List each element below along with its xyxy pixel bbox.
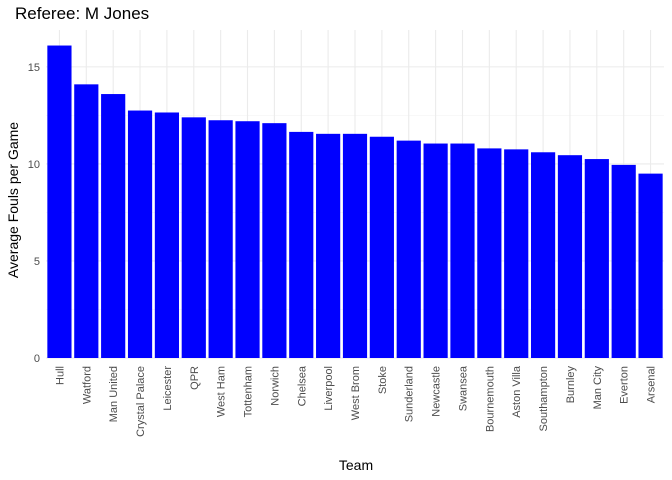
x-tick-label: Stoke: [377, 366, 389, 394]
x-tick-label: Liverpool: [323, 366, 335, 411]
bar: [127, 110, 153, 359]
bar: [74, 84, 99, 358]
x-tick-label: Crystal Palace: [135, 366, 147, 437]
bar: [208, 120, 233, 358]
x-tick-label: Southampton: [538, 366, 550, 431]
y-axis-title: Average Fouls per Game: [5, 122, 21, 278]
x-axis-title: Team: [339, 457, 373, 473]
bars: [47, 45, 663, 359]
bar: [504, 149, 529, 358]
x-tick-label: Aston Villa: [511, 365, 523, 418]
x-tick-label: Tottenham: [243, 366, 255, 417]
y-tick-label: 10: [28, 159, 40, 171]
x-axis-ticks: Hull Watford Man United Crystal Palace Leice…: [54, 365, 657, 437]
y-tick-label: 0: [34, 353, 40, 365]
bar: [289, 131, 314, 358]
x-tick-label: Bournemouth: [484, 366, 496, 432]
bar: [584, 159, 609, 358]
x-tick-label: West Brom: [350, 366, 362, 420]
x-tick-label: West Ham: [216, 366, 228, 417]
y-axis-ticks: 0 5 10 15: [28, 62, 40, 365]
bar: [235, 121, 260, 358]
x-tick-label: Leicester: [162, 366, 174, 411]
x-tick-label: Sunderland: [404, 366, 416, 422]
x-tick-label: Swansea: [457, 365, 469, 411]
x-tick-label: QPR: [189, 366, 201, 390]
bar: [101, 94, 126, 359]
bar: [369, 136, 394, 358]
bar: [181, 117, 206, 358]
bar: [477, 148, 502, 358]
bar: [423, 143, 448, 358]
bar: [154, 112, 180, 359]
y-tick-label: 5: [34, 256, 40, 268]
bar: [611, 164, 636, 358]
bar: [47, 45, 72, 359]
x-tick-label: Hull: [54, 366, 66, 385]
bar: [638, 173, 663, 358]
bar: [316, 133, 341, 358]
bar: [396, 140, 421, 358]
x-tick-label: Chelsea: [296, 365, 308, 406]
x-tick-label: Newcastle: [431, 366, 443, 417]
bar: [342, 133, 368, 358]
x-tick-label: Man City: [592, 366, 604, 410]
bar: [557, 155, 583, 358]
x-tick-label: Everton: [619, 366, 631, 404]
bar: [262, 123, 287, 358]
x-tick-label: Burnley: [565, 366, 577, 404]
x-tick-label: Norwich: [269, 366, 281, 406]
bar: [450, 143, 475, 358]
x-tick-label: Man United: [108, 366, 120, 422]
bar: [530, 152, 556, 358]
y-tick-label: 15: [28, 62, 40, 74]
chart-title: Referee: M Jones: [15, 4, 149, 23]
x-tick-label: Watford: [81, 366, 93, 404]
x-tick-label: Arsenal: [646, 366, 658, 403]
